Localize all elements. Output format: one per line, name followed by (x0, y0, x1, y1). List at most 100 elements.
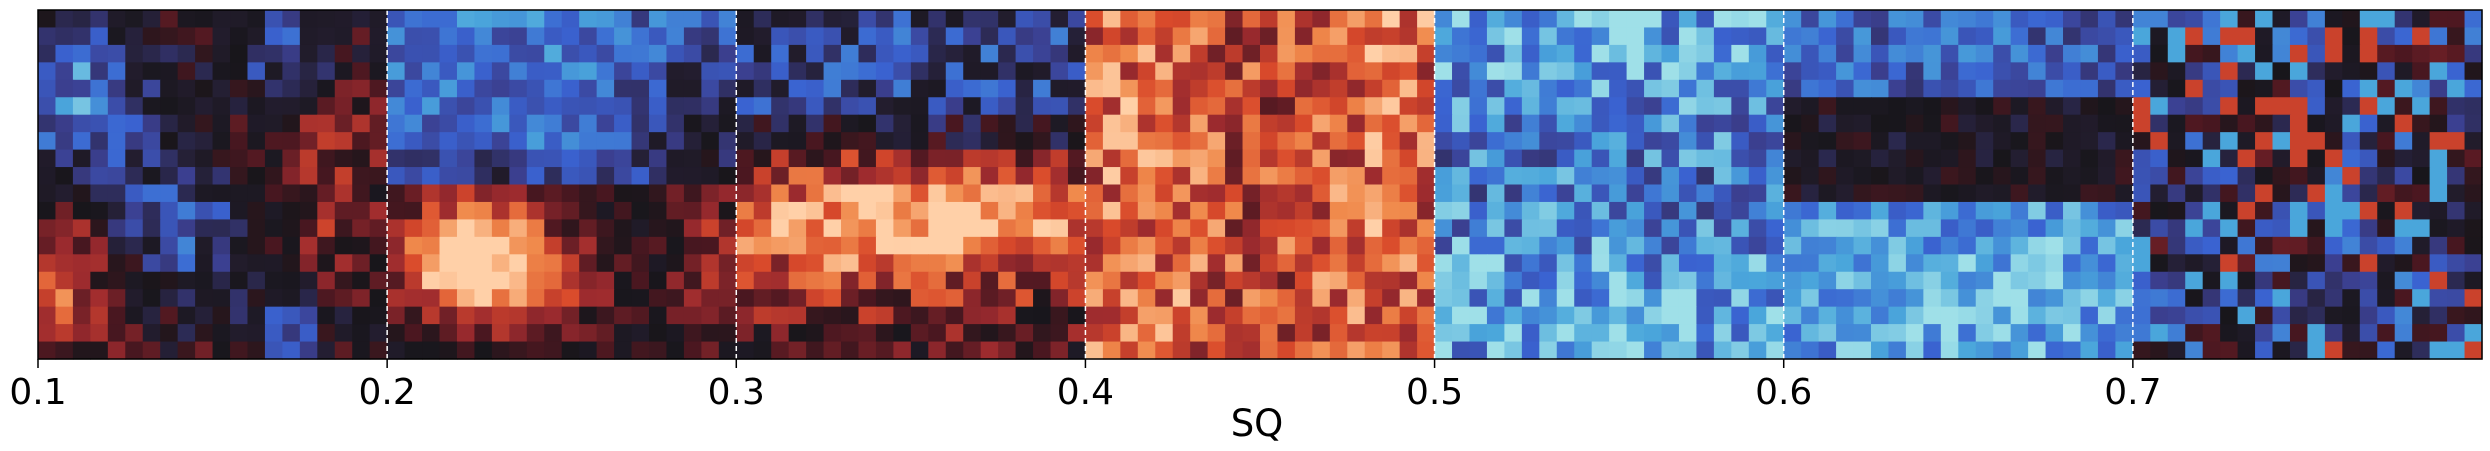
heatmap-cell (631, 62, 650, 81)
heatmap-cell (1277, 236, 1296, 255)
heatmap-cell (910, 167, 929, 186)
heatmap-cell (474, 149, 493, 168)
heatmap-cell (1905, 271, 1924, 290)
heatmap-cell (230, 219, 249, 238)
heatmap-cell (369, 114, 388, 133)
heatmap-cell (1469, 306, 1488, 325)
heatmap-cell (1905, 254, 1924, 273)
heatmap-cell (2394, 44, 2413, 63)
heatmap-cell (1696, 306, 1715, 325)
heatmap-cell (945, 62, 964, 81)
heatmap-cell (1172, 324, 1191, 343)
heatmap-cell (1940, 167, 1959, 186)
heatmap-cell (299, 306, 318, 325)
heatmap-cell (387, 149, 406, 168)
heatmap-cell (1783, 167, 1802, 186)
heatmap-cell (2272, 201, 2291, 220)
heatmap-cell (282, 27, 301, 46)
heatmap-cell (1399, 324, 1418, 343)
heatmap-cell (230, 201, 249, 220)
heatmap-cell (1626, 254, 1645, 273)
heatmap-cell (1678, 27, 1698, 46)
heatmap-cell (1591, 167, 1610, 186)
heatmap-cell (771, 44, 790, 63)
heatmap-cell (422, 219, 441, 238)
heatmap-cell (1329, 149, 1348, 168)
heatmap-cell (666, 341, 685, 360)
heatmap-cell (2394, 27, 2413, 46)
heatmap-cell (1015, 289, 1034, 308)
heatmap-cell (1783, 184, 1802, 203)
heatmap-cell (142, 236, 161, 255)
heatmap-cell (928, 289, 947, 308)
heatmap-cell (1661, 149, 1680, 168)
heatmap-cell (875, 219, 894, 238)
heatmap-cell (1102, 27, 1121, 46)
heatmap-cell (614, 27, 633, 46)
heatmap-cell (247, 184, 266, 203)
heatmap-cell (352, 201, 371, 220)
heatmap-cell (1452, 132, 1471, 151)
heatmap-cell (1609, 79, 1628, 98)
heatmap-cell (1207, 184, 1226, 203)
heatmap-cell (753, 10, 772, 29)
heatmap-cell (1888, 62, 1907, 81)
heatmap-cell (474, 201, 493, 220)
heatmap-cell (1748, 27, 1767, 46)
heatmap-cell (2394, 114, 2413, 133)
heatmap-cell (404, 289, 423, 308)
heatmap-cell (1277, 289, 1296, 308)
heatmap-cell (2237, 184, 2256, 203)
heatmap-cell (1539, 167, 1558, 186)
heatmap-cell (230, 132, 249, 151)
heatmap-cell (1609, 114, 1628, 133)
heatmap-cell (1591, 44, 1610, 63)
heatmap-cell (2097, 236, 2116, 255)
heatmap-cell (1050, 167, 1069, 186)
heatmap-cell (247, 27, 266, 46)
heatmap-cell (806, 44, 825, 63)
heatmap-cell (875, 341, 894, 360)
heatmap-cell (1102, 289, 1121, 308)
heatmap-cell (1958, 306, 1977, 325)
heatmap-cell (2080, 62, 2099, 81)
heatmap-cell (2412, 27, 2431, 46)
heatmap-cell (579, 341, 598, 360)
heatmap-cell (2307, 132, 2326, 151)
heatmap-cell (1067, 114, 1087, 133)
heatmap-cell (2063, 79, 2082, 98)
heatmap-cell (1888, 167, 1907, 186)
heatmap-cell (1853, 341, 1872, 360)
heatmap-cell (2202, 254, 2221, 273)
heatmap-cell (439, 324, 458, 343)
heatmap-cell (2115, 27, 2134, 46)
heatmap-cell (2272, 27, 2291, 46)
heatmap-cell (963, 44, 982, 63)
heatmap-cell (1260, 341, 1279, 360)
heatmap-cell (1871, 44, 1890, 63)
heatmap-cell (2289, 132, 2309, 151)
heatmap-cell (1871, 341, 1890, 360)
heatmap-cell (1713, 184, 1732, 203)
heatmap-cell (753, 44, 772, 63)
heatmap-cell (980, 97, 999, 116)
heatmap-cell (1102, 149, 1121, 168)
heatmap-cell (195, 27, 214, 46)
heatmap-cell (1923, 44, 1942, 63)
heatmap-cell (55, 114, 74, 133)
heatmap-cell (299, 149, 318, 168)
heatmap-cell (858, 201, 877, 220)
heatmap-cell (945, 219, 964, 238)
heatmap-cell (963, 219, 982, 238)
heatmap-cell (1958, 27, 1977, 46)
heatmap-cell (387, 62, 406, 81)
heatmap-cell (107, 236, 126, 255)
heatmap-cell (1888, 341, 1907, 360)
heatmap-cell (1644, 271, 1663, 290)
heatmap-cell (387, 97, 406, 116)
heatmap-cell (2010, 341, 2029, 360)
heatmap-cell (910, 184, 929, 203)
heatmap-cell (387, 79, 406, 98)
heatmap-cell (1260, 271, 1279, 290)
heatmap-cell (1766, 289, 1785, 308)
